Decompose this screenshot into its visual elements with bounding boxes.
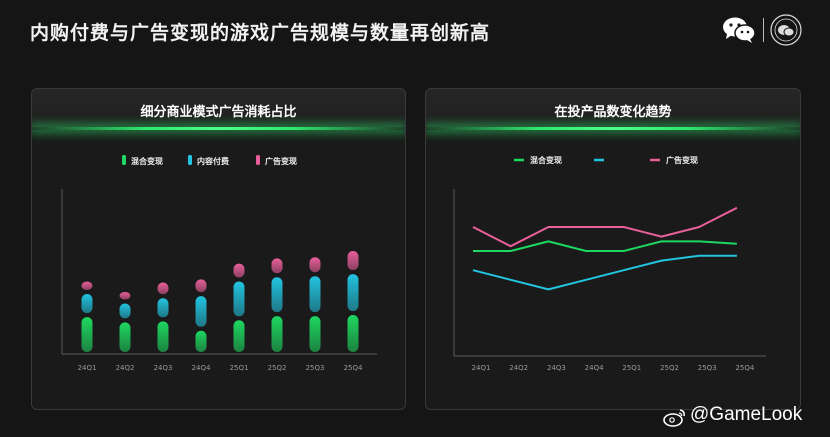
bar-segment <box>81 294 93 314</box>
x-tick-label: 24Q4 <box>585 364 604 372</box>
header-glow-line <box>426 127 800 130</box>
x-tick-label: 24Q2 <box>509 364 528 372</box>
bar-segment <box>157 298 169 318</box>
logo-divider <box>763 18 764 42</box>
x-tick-label: 24Q4 <box>192 364 211 372</box>
x-tick-label: 25Q3 <box>698 364 717 372</box>
legend-label: 广告变现 <box>265 156 297 166</box>
bar-segment <box>195 296 207 327</box>
bar-segment <box>309 276 321 313</box>
panel-header: 细分商业模式广告消耗占比 <box>32 89 405 129</box>
bar-segment <box>81 317 93 352</box>
bar-segment <box>233 281 245 317</box>
bar-segment <box>347 315 359 352</box>
bar-segment <box>195 330 207 352</box>
legend-swatch <box>122 155 126 165</box>
bar-segment <box>81 281 93 291</box>
line-chart-title: 在投产品数变化趋势 <box>554 105 672 120</box>
legend-label: 混合变现 <box>131 156 163 166</box>
panel-header: 在投产品数变化趋势 <box>426 89 800 129</box>
x-tick-label: 25Q3 <box>306 364 325 372</box>
bar-segment <box>271 258 283 274</box>
bar-segment <box>157 321 169 352</box>
weibo-icon <box>663 409 685 427</box>
legend-label: 混合变现 <box>530 155 562 165</box>
x-tick-label: 24Q3 <box>547 364 566 372</box>
bar-segment <box>119 291 131 300</box>
bar-segment <box>347 274 359 312</box>
bar-segment <box>195 279 207 293</box>
x-tick-label: 25Q1 <box>230 364 249 372</box>
x-tick-label: 25Q4 <box>344 364 363 372</box>
bar-segment <box>309 316 321 352</box>
x-tick-label: 24Q1 <box>78 364 97 372</box>
line-chart-panel: 在投产品数变化趋势 混合变现 广告变现 24Q1 24Q2 24Q3 24Q4 25Q1 25… <box>425 88 801 410</box>
watermark-text: @GameLook <box>690 404 803 425</box>
bar-segment <box>347 251 359 271</box>
bar-chart-title: 细分商业模式广告消耗占比 <box>140 105 297 120</box>
bar-segment <box>157 282 169 295</box>
bar-chart: 混合变现 内容付费 广告变现 24Q1 24Q2 24Q3 24Q4 25Q1 25Q2 25Q3… <box>61 155 377 372</box>
x-tick-label: 24Q3 <box>154 364 173 372</box>
series-line <box>472 254 737 291</box>
bar-segment <box>271 316 283 352</box>
x-tick-label: 24Q2 <box>116 364 135 372</box>
legend-label: 内容付费 <box>197 156 229 166</box>
bar-segment <box>119 322 131 352</box>
legend-swatch <box>188 155 192 165</box>
bar-segment <box>233 320 245 352</box>
legend-label: 广告变现 <box>666 155 698 165</box>
series-line <box>472 206 738 248</box>
x-tick-label: 25Q1 <box>622 364 641 372</box>
series-line <box>473 240 737 252</box>
bar-segment <box>271 277 283 313</box>
line-chart: 混合变现 广告变现 24Q1 24Q2 24Q3 24Q4 25Q1 25Q2 25Q3 25Q4 <box>453 155 766 372</box>
bar-segment <box>119 303 131 319</box>
legend-swatch <box>256 155 260 165</box>
x-tick-label: 24Q1 <box>472 364 491 372</box>
bar-chart-panel: 细分商业模式广告消耗占比 混合变现 内容付费 广告变现 24Q1 24Q2 24Q3 24Q… <box>31 88 406 410</box>
bar-segment <box>233 263 245 278</box>
x-tick-label: 25Q4 <box>735 364 754 372</box>
bar-segment <box>309 257 321 273</box>
x-tick-label: 25Q2 <box>268 364 287 372</box>
wechat-icon <box>723 17 756 43</box>
header-glow-line <box>32 127 405 130</box>
x-tick-label: 25Q2 <box>660 364 679 372</box>
seal-logo-icon <box>770 14 802 46</box>
page-title: 内购付费与广告变现的游戏广告规模与数量再创新高 <box>30 22 491 44</box>
